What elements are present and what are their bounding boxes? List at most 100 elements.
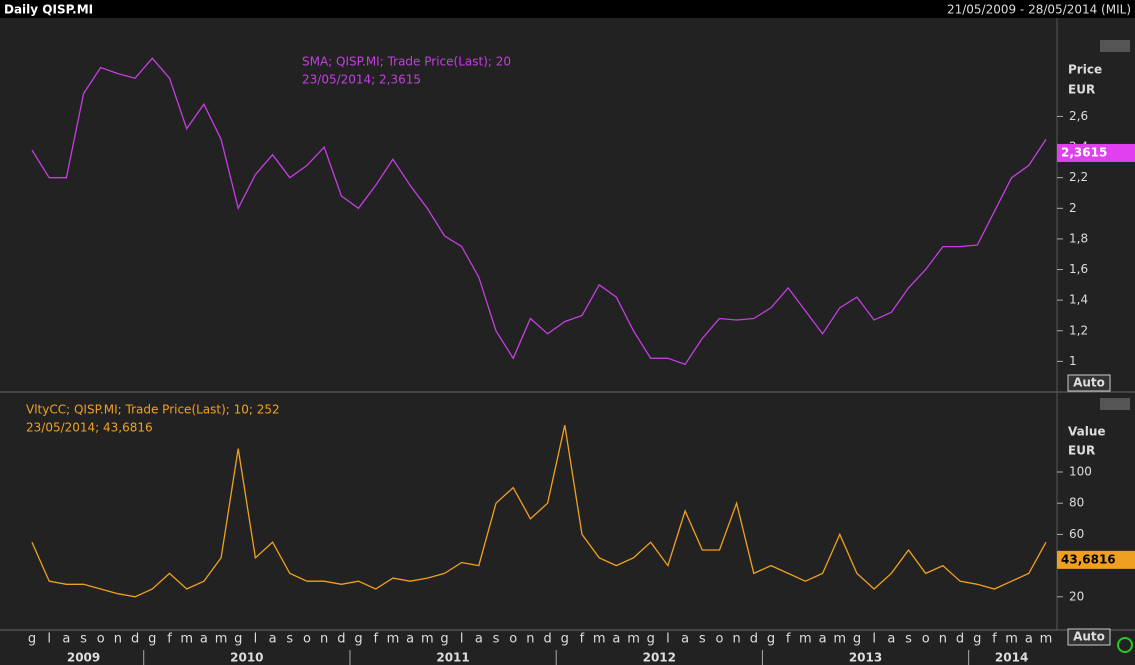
date-range: 21/05/2009 - 28/05/2014 (MIL) — [947, 3, 1131, 17]
x-tick-label: a — [406, 632, 414, 647]
x-tick-label: d — [750, 632, 758, 647]
y-tick-label: 2,2 — [1069, 170, 1088, 184]
y-axis-unit: EUR — [1068, 444, 1095, 458]
header-bar — [0, 0, 1135, 18]
x-tick-label: g — [440, 632, 448, 647]
auto-button[interactable] — [1067, 374, 1111, 392]
x-tick-label: l — [666, 632, 670, 647]
y-tick-label: 1,2 — [1069, 323, 1088, 337]
x-tick-label: n — [114, 632, 122, 647]
y-tick-label: 100 — [1069, 465, 1092, 479]
last-value-marker — [1057, 143, 1135, 162]
x-tick-label: m — [421, 632, 434, 647]
x-tick-label: s — [286, 632, 293, 647]
x-tick-label: n — [526, 632, 534, 647]
x-tick-label: g — [234, 632, 242, 647]
auto-label: Auto — [1073, 630, 1105, 644]
legend-line: VltyCC; QISP.MI; Trade Price(Last); 10; … — [26, 403, 280, 417]
year-label: 2011 — [436, 651, 469, 665]
x-tick-label: g — [767, 632, 775, 647]
x-tick-label: m — [833, 632, 846, 647]
year-label: 2012 — [643, 651, 676, 665]
x-tick-label: n — [733, 632, 741, 647]
x-tick-label: a — [269, 632, 277, 647]
x-tick-label: f — [992, 632, 997, 647]
x-tick-label: l — [254, 632, 258, 647]
x-tick-label: g — [647, 632, 655, 647]
x-tick-label: a — [200, 632, 208, 647]
x-tick-label: d — [543, 632, 551, 647]
legend-line: 23/05/2014; 43,6816 — [26, 421, 153, 435]
x-tick-label: s — [699, 632, 706, 647]
x-tick-label: d — [131, 632, 139, 647]
x-tick-label: m — [1005, 632, 1018, 647]
x-tick-label: s — [905, 632, 912, 647]
auto-label: Auto — [1073, 376, 1105, 390]
year-label: 2009 — [67, 651, 100, 665]
x-tick-label: m — [387, 632, 400, 647]
y-axis-label: Price — [1068, 63, 1102, 77]
x-tick-label: m — [627, 632, 640, 647]
y-tick-label: 2 — [1069, 201, 1077, 215]
x-tick-label: m — [1040, 632, 1053, 647]
x-tick-label: n — [939, 632, 947, 647]
data-line — [31, 425, 1047, 598]
last-value-marker — [1057, 550, 1135, 569]
x-tick-label: o — [303, 632, 311, 647]
x-tick-label: l — [460, 632, 464, 647]
y-tick-label: 1,6 — [1069, 262, 1088, 276]
x-tick-label: m — [593, 632, 606, 647]
x-tick-label: f — [580, 632, 585, 647]
x-tick-label: g — [973, 632, 981, 647]
y-tick-label: 20 — [1069, 589, 1084, 603]
x-tick-label: f — [167, 632, 172, 647]
x-tick-label: n — [320, 632, 328, 647]
data-line — [31, 57, 1047, 366]
y-tick-label: 80 — [1069, 496, 1084, 510]
x-tick-label: l — [872, 632, 876, 647]
x-tick-label: l — [47, 632, 51, 647]
legend-line: 23/05/2014; 2,3615 — [302, 73, 421, 87]
x-tick-label: s — [493, 632, 500, 647]
x-tick-label: f — [786, 632, 791, 647]
year-label: 2010 — [230, 651, 263, 665]
x-tick-label: d — [956, 632, 964, 647]
x-tick-label: f — [373, 632, 378, 647]
x-tick-label: m — [215, 632, 228, 647]
year-label: 2013 — [849, 651, 882, 665]
last-value-label: 43,6816 — [1061, 552, 1116, 566]
last-value-label: 2,3615 — [1061, 145, 1107, 159]
legend-line: SMA; QISP.MI; Trade Price(Last); 20 — [302, 55, 511, 69]
x-tick-label: a — [62, 632, 70, 647]
y-axis-unit: EUR — [1068, 83, 1095, 97]
y-tick-label: 2,6 — [1069, 109, 1088, 123]
x-tick-label: o — [97, 632, 105, 647]
x-tick-label: g — [148, 632, 156, 647]
title: Daily QISP.MI — [4, 3, 93, 17]
x-tick-label: g — [561, 632, 569, 647]
panel-buttons[interactable] — [1100, 40, 1130, 52]
status-icon — [1117, 637, 1133, 653]
x-tick-label: a — [887, 632, 895, 647]
y-axis-label: Value — [1068, 425, 1106, 439]
x-tick-label: a — [475, 632, 483, 647]
y-tick-label: 1 — [1069, 354, 1077, 368]
x-tick-label: o — [509, 632, 517, 647]
y-tick-label: 1,4 — [1069, 293, 1088, 307]
y-tick-label: 1,8 — [1069, 231, 1088, 245]
x-tick-label: s — [80, 632, 87, 647]
x-tick-label: a — [819, 632, 827, 647]
auto-button[interactable] — [1067, 628, 1111, 646]
x-tick-label: g — [354, 632, 362, 647]
x-tick-label: g — [853, 632, 861, 647]
panel-buttons[interactable] — [1100, 398, 1130, 410]
x-tick-label: a — [612, 632, 620, 647]
x-tick-label: m — [799, 632, 812, 647]
y-tick-label: 60 — [1069, 527, 1084, 541]
x-tick-label: d — [337, 632, 345, 647]
x-tick-label: o — [922, 632, 930, 647]
x-tick-label: g — [28, 632, 36, 647]
x-tick-label: m — [180, 632, 193, 647]
